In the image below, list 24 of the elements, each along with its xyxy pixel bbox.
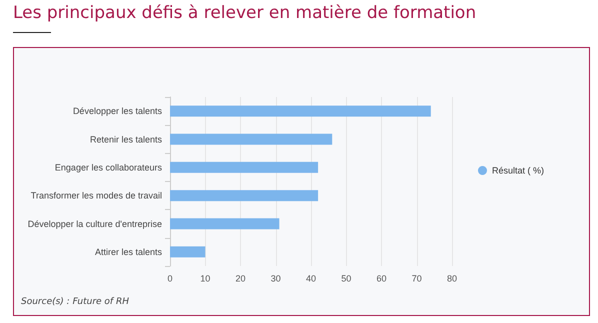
- y-tick-label: Transformer les modes de travail: [30, 190, 162, 201]
- chart-title: Les principaux défis à relever en matière de formation: [13, 3, 476, 23]
- x-tick-label: 0: [167, 274, 173, 284]
- x-tick-label: 80: [446, 274, 458, 284]
- y-tick-label: Attirer les talents: [94, 246, 162, 257]
- x-tick-label: 60: [376, 274, 387, 284]
- x-tick-label: 10: [200, 274, 210, 284]
- bar: [170, 190, 318, 202]
- x-tick-label: 50: [341, 274, 352, 284]
- legend-label: Résultat ( %): [492, 166, 544, 176]
- y-tick-label: Engager les collaborateurs: [54, 162, 162, 172]
- x-tick-label: 40: [306, 274, 316, 284]
- source-note: Source(s) : Future of RH: [21, 297, 129, 307]
- y-tick-label: Retenir les talents: [90, 134, 162, 144]
- bar: [170, 218, 280, 230]
- y-tick-label: Développer la culture d'entreprise: [28, 218, 162, 229]
- y-tick-label: Développer les talents: [72, 106, 162, 116]
- bar: [170, 134, 332, 145]
- x-tick-label: 20: [235, 274, 246, 284]
- x-tick-label: 70: [412, 274, 422, 284]
- bar: [170, 162, 318, 173]
- x-tick-label: 30: [270, 274, 281, 284]
- bar: [170, 246, 206, 258]
- bar: [170, 106, 431, 117]
